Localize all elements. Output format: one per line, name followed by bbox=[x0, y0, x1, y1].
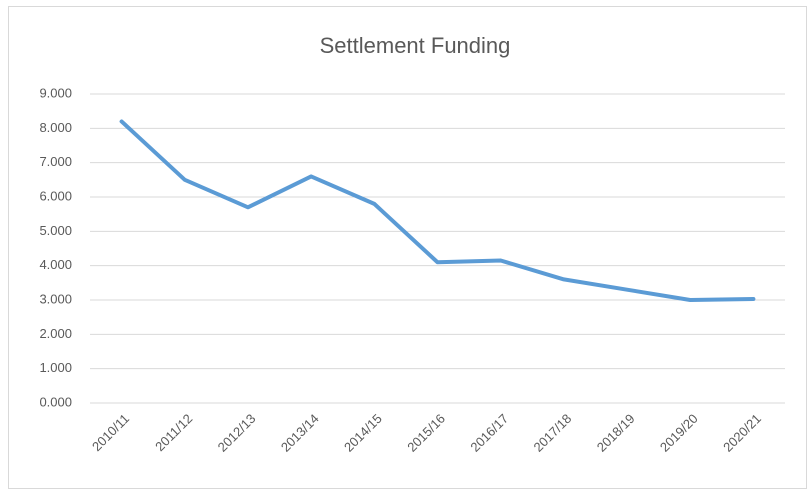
y-tick-label: 3.000 bbox=[39, 291, 72, 306]
y-tick-label: 4.000 bbox=[39, 257, 72, 272]
y-tick-label: 7.000 bbox=[39, 154, 72, 169]
y-tick-label: 9.000 bbox=[39, 85, 72, 100]
y-tick-label: 0.000 bbox=[39, 394, 72, 409]
y-tick-label: 8.000 bbox=[39, 120, 72, 135]
chart-border bbox=[8, 6, 807, 489]
y-tick-label: 5.000 bbox=[39, 223, 72, 238]
chart-title: Settlement Funding bbox=[320, 33, 511, 58]
y-tick-label: 6.000 bbox=[39, 188, 72, 203]
y-tick-label: 1.000 bbox=[39, 360, 72, 375]
y-tick-label: 2.000 bbox=[39, 326, 72, 341]
line-series bbox=[119, 119, 756, 302]
